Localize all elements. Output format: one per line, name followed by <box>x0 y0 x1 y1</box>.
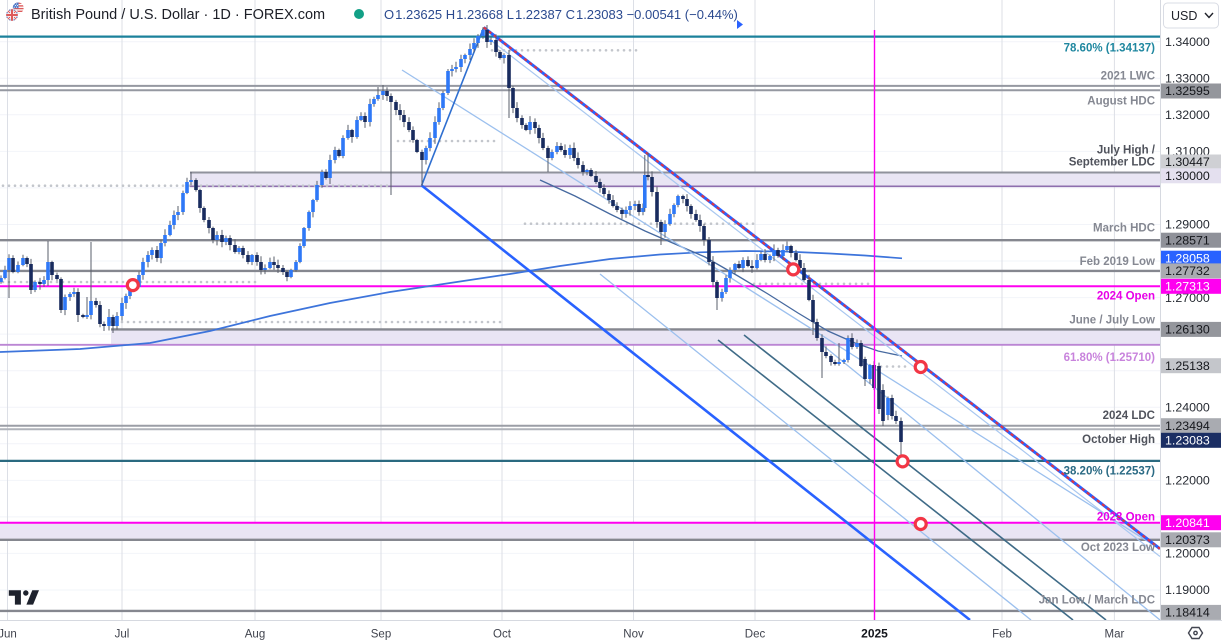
svg-text:1.26130: 1.26130 <box>1165 323 1210 337</box>
svg-text:1.33000: 1.33000 <box>1165 72 1210 86</box>
svg-text:British Pound / U.S. Dollar ·: British Pound / U.S. Dollar · 1D · FOREX… <box>31 7 325 23</box>
svg-text:2024 Open: 2024 Open <box>1097 290 1155 302</box>
svg-text:1.20000: 1.20000 <box>1165 547 1210 561</box>
svg-text:Aug: Aug <box>245 629 265 641</box>
svg-text:O1.23625 H1.23668 L1.22387: O1.23625 H1.23668 L1.22387 C1.23083 −0.0… <box>384 7 738 22</box>
svg-text:1.20373: 1.20373 <box>1165 533 1210 547</box>
svg-text:March HDC: March HDC <box>1093 223 1155 235</box>
svg-text:1.20841: 1.20841 <box>1165 516 1210 530</box>
svg-text:October High: October High <box>1082 434 1155 446</box>
svg-text:Jul: Jul <box>115 629 130 641</box>
svg-text:Oct 2023 Low: Oct 2023 Low <box>1081 542 1155 554</box>
svg-text:Jun: Jun <box>0 629 17 641</box>
svg-text:1.25138: 1.25138 <box>1165 359 1210 373</box>
svg-text:1.23083: 1.23083 <box>1165 434 1210 448</box>
svg-text:1.32000: 1.32000 <box>1165 108 1210 122</box>
svg-text:Oct: Oct <box>493 629 512 641</box>
svg-text:Dec: Dec <box>745 629 766 641</box>
svg-text:1.30000: 1.30000 <box>1165 169 1210 183</box>
svg-text:Feb 2019 Low: Feb 2019 Low <box>1080 256 1155 268</box>
svg-text:1.28571: 1.28571 <box>1165 233 1210 247</box>
svg-text:1.27313: 1.27313 <box>1165 280 1210 294</box>
svg-text:38.20% (1.22537): 38.20% (1.22537) <box>1064 466 1156 478</box>
svg-text:1.27000: 1.27000 <box>1165 291 1210 305</box>
svg-text:Mar: Mar <box>1104 629 1124 641</box>
svg-text:1.18414: 1.18414 <box>1165 606 1210 620</box>
svg-text:1.30447: 1.30447 <box>1165 155 1210 169</box>
svg-text:June / July Low: June / July Low <box>1069 315 1155 327</box>
svg-text:1.24000: 1.24000 <box>1165 400 1210 414</box>
svg-text:2021 LWC: 2021 LWC <box>1101 71 1155 83</box>
svg-text:1.32595: 1.32595 <box>1165 84 1210 98</box>
svg-text:1.23494: 1.23494 <box>1165 419 1210 433</box>
svg-text:2024 LDC: 2024 LDC <box>1103 410 1155 422</box>
svg-text:July High /: July High / <box>1097 145 1156 157</box>
svg-text:Jan Low / March LDC: Jan Low / March LDC <box>1039 595 1155 607</box>
svg-text:September LDC: September LDC <box>1069 157 1155 169</box>
svg-text:1.28058: 1.28058 <box>1165 251 1210 265</box>
svg-text:Feb: Feb <box>992 629 1012 641</box>
svg-text:1.27732: 1.27732 <box>1165 264 1210 278</box>
svg-text:2023 Open: 2023 Open <box>1097 512 1155 524</box>
svg-text:August HDC: August HDC <box>1087 96 1155 108</box>
svg-text:1.19000: 1.19000 <box>1165 583 1210 597</box>
svg-text:2025: 2025 <box>861 627 888 641</box>
svg-text:1.34000: 1.34000 <box>1165 35 1210 49</box>
svg-text:61.80% (1.25710): 61.80% (1.25710) <box>1064 352 1156 364</box>
svg-text:1.22000: 1.22000 <box>1165 474 1210 488</box>
svg-text:78.60% (1.34137): 78.60% (1.34137) <box>1064 43 1156 55</box>
svg-text:Nov: Nov <box>623 629 644 641</box>
svg-text:1.29000: 1.29000 <box>1165 218 1210 232</box>
svg-text:USD: USD <box>1171 9 1197 23</box>
svg-text:Sep: Sep <box>371 629 391 641</box>
